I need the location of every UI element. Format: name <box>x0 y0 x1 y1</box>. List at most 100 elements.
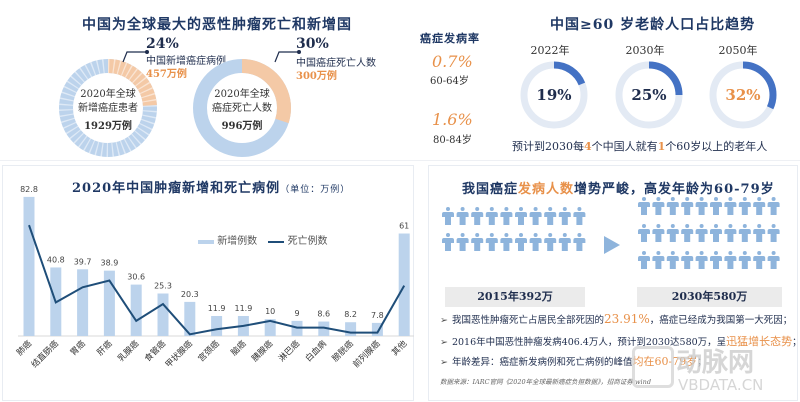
person-icon <box>710 224 722 242</box>
svg-text:宫颈癌: 宫颈癌 <box>196 338 222 364</box>
svg-text:前列腺癌: 前列腺癌 <box>351 338 383 370</box>
svg-text:38.9: 38.9 <box>100 259 118 268</box>
bar-7 <box>211 316 223 336</box>
svg-text:8.6: 8.6 <box>317 310 330 319</box>
person-icon <box>695 251 708 269</box>
person-icon <box>500 207 513 225</box>
incidence-title: 癌症发病率 <box>420 32 480 45</box>
incidence-value-1: 0.7% <box>432 52 473 71</box>
person-icon <box>666 251 679 269</box>
svg-text:甲状腺癌: 甲状腺癌 <box>163 338 195 370</box>
person-icon <box>558 233 571 251</box>
watermark-en: VBDATA.CN <box>678 376 764 394</box>
person-icon <box>442 233 454 251</box>
svg-text:膀胱癌: 膀胱癌 <box>330 338 356 364</box>
person-icon <box>681 224 694 242</box>
person-icon <box>638 197 650 215</box>
person-icon <box>724 197 737 215</box>
bar-11 <box>318 321 330 336</box>
bar-2 <box>77 269 89 336</box>
donut2-callout-value: 300万例 <box>296 71 337 82</box>
people-pictogram <box>442 197 780 269</box>
person-icon <box>666 224 679 242</box>
person-icon <box>456 207 469 225</box>
svg-text:9: 9 <box>294 309 299 318</box>
svg-text:肝癌: 肝癌 <box>95 338 115 358</box>
person-icon <box>558 207 571 225</box>
person-icon <box>573 233 586 251</box>
aging-title: 中国≥60 岁老龄人口占比趋势 <box>550 17 756 33</box>
donut-new-cases <box>59 59 157 157</box>
person-icon <box>666 197 679 215</box>
panel-bottom-right <box>428 165 798 401</box>
svg-text:82.8: 82.8 <box>20 185 38 194</box>
bar-3 <box>103 270 115 336</box>
legend-line-swatch <box>268 240 285 243</box>
watermark-cn: 动脉网 <box>676 348 755 378</box>
source-note: 数据来源：IARC官网《2020年全球最新癌症负担数据》，招商证券 wind <box>440 378 651 386</box>
watermark-logo <box>632 346 674 388</box>
person-icon <box>544 233 557 251</box>
arrow-right-icon <box>604 236 620 254</box>
person-icon <box>738 224 751 242</box>
svg-text:淋巴癌: 淋巴癌 <box>276 338 302 364</box>
svg-text:25.3: 25.3 <box>154 281 172 290</box>
person-icon <box>695 197 708 215</box>
svg-text:30.6: 30.6 <box>127 273 145 282</box>
donut1-callout-label: 中国新增癌症病例 <box>146 56 226 67</box>
ring2-pct: 25% <box>631 86 667 104</box>
person-icon <box>485 233 498 251</box>
person-icon <box>471 233 484 251</box>
ring1-pct: 19% <box>536 86 572 104</box>
callout-line-2 <box>274 50 301 63</box>
person-icon <box>529 207 542 225</box>
svg-text:胃癌: 胃癌 <box>68 338 88 358</box>
donut2-pct: 30% <box>296 36 329 52</box>
svg-text:白血病: 白血病 <box>303 338 329 364</box>
svg-text:乳腺癌: 乳腺癌 <box>116 338 142 364</box>
donut-deaths <box>193 59 291 157</box>
incidence-value-2: 1.6% <box>432 110 473 129</box>
ring1-year: 2022年 <box>530 44 570 57</box>
svg-text:8.2: 8.2 <box>344 310 357 319</box>
svg-text:10: 10 <box>265 307 275 316</box>
ring3-pct: 32% <box>725 86 761 104</box>
person-icon <box>471 207 484 225</box>
bar-9 <box>264 319 276 336</box>
aging-rings <box>520 61 777 129</box>
label-2030: 2030年580万 <box>637 287 782 307</box>
person-icon <box>652 224 665 242</box>
bar-chart-title: 2020年中国肿瘤新增和死亡病例（单位：万例） <box>72 181 351 196</box>
svg-text:11.9: 11.9 <box>208 304 226 313</box>
person-icon <box>515 207 527 225</box>
bullet-2: ➢ 2016年中国恶性肿瘤发病406.4万人，预计到2030达580万，呈迅猛增长… <box>440 335 800 348</box>
svg-text:20.3: 20.3 <box>181 290 199 299</box>
person-icon <box>753 224 766 242</box>
top-left-title: 中国为全球最大的恶性肿瘤死亡和新增国 <box>82 17 352 33</box>
person-icon <box>753 197 766 215</box>
person-icon <box>652 197 665 215</box>
svg-text:11.9: 11.9 <box>234 304 252 313</box>
bar-12 <box>345 322 357 336</box>
bullet-3: ➢ 年龄差异：癌症新发病例和死亡病例的峰值均在60-79岁； <box>440 355 707 368</box>
panel-bottom-left <box>2 165 414 401</box>
label-2015: 2015年392万 <box>445 287 585 307</box>
svg-text:脑癌: 脑癌 <box>229 338 249 358</box>
person-icon <box>638 224 650 242</box>
person-icon <box>529 233 542 251</box>
svg-text:胰腺癌: 胰腺癌 <box>250 338 276 364</box>
person-icon <box>681 197 694 215</box>
callout-line-1 <box>122 50 149 63</box>
bar-6 <box>184 301 196 336</box>
incidence-label-2: 80-84岁 <box>433 135 472 146</box>
person-icon <box>695 224 708 242</box>
legend-bar-swatch <box>198 239 214 244</box>
svg-text:食管癌: 食管癌 <box>142 338 168 364</box>
donut1-callout-value: 457万例 <box>146 69 187 80</box>
person-icon <box>442 207 454 225</box>
aging-footnote: 预计到2030每4个中国人就有1个60岁以上的老年人 <box>512 140 768 153</box>
people-title: 我国癌症发病人数增势严峻，高发年龄为60-79岁 <box>462 182 775 197</box>
svg-text:结直肠癌: 结直肠癌 <box>29 338 61 370</box>
person-icon <box>485 207 498 225</box>
chart-legend: 新增例数 死亡例数 <box>198 232 328 247</box>
